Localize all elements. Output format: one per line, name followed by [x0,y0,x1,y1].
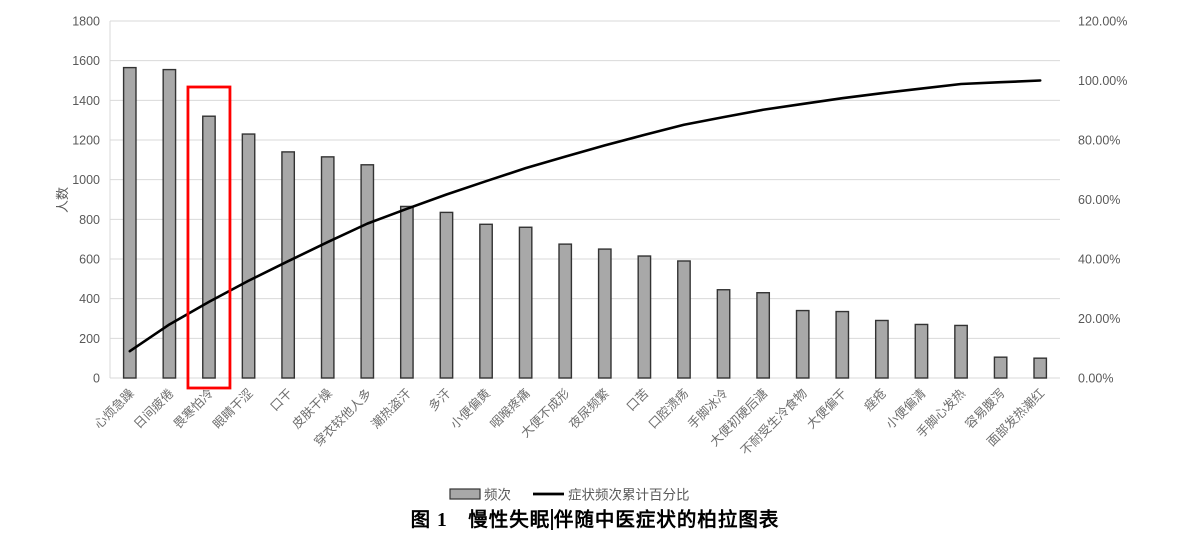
left-axis: 0 200 400 600 800 1000 1200 1400 1600 1800 人数 [55,15,100,386]
category-label: 口苦 [624,386,652,414]
legend-bar-label: 频次 [484,488,511,503]
right-axis-tick-label: 100.00% [1078,74,1127,88]
frequency-bar [241,133,256,379]
category-label: 口腔溃疡 [645,386,691,432]
frequency-bar [281,151,296,379]
right-axis-tick-label: 0.00% [1078,372,1113,386]
frequency-bar [320,156,335,379]
left-axis-tick-label: 200 [79,332,100,346]
left-axis-tick-label: 1800 [72,15,100,29]
category-label: 潮热盗汗 [368,386,414,432]
frequency-bar [558,243,573,379]
right-axis: 0.00% 20.00% 40.00% 60.00% 80.00% 100.00% 120.… [1078,15,1127,386]
left-axis-title: 人数 [55,187,70,213]
frequency-bar [162,68,177,379]
right-axis-tick-label: 40.00% [1078,253,1120,267]
frequency-bar [1033,357,1048,379]
right-axis-tick-label: 20.00% [1078,312,1120,326]
frequency-bar [716,289,731,379]
gridlines [109,20,1060,379]
pareto-chart: 0 200 400 600 800 1000 1200 1400 1600 1800 人数 0.00%… [55,15,1127,503]
frequency-bar [914,323,929,379]
frequency-bar [597,248,612,379]
cumulative-line [128,79,1042,353]
highlight-box [186,85,232,390]
category-label: 心烦急躁 [91,385,137,431]
frequency-bar [439,211,454,379]
category-label: 痤疮 [861,386,889,414]
frequency-bar [202,115,216,379]
frequency-bars [122,66,1048,379]
frequency-bar [518,226,533,379]
category-label: 大便偏干 [803,386,849,432]
legend-line-label: 症状频次累计百分比 [568,488,690,503]
left-axis-tick-label: 1200 [72,134,100,148]
frequency-bar [835,310,850,379]
category-label: 口干 [268,386,296,414]
frequency-bar [479,223,493,379]
right-axis-tick-label: 60.00% [1078,193,1120,207]
left-axis-tick-label: 600 [79,253,100,267]
frequency-bar [993,356,1008,379]
left-axis-tick-label: 1000 [72,173,100,187]
category-label: 畏寒怕冷 [170,386,216,432]
chart-legend: 频次 症状频次累计百分比 [449,488,690,503]
frequency-bar [874,319,889,379]
left-axis-tick-label: 1600 [72,54,100,68]
frequency-bar [360,164,375,379]
category-label: 多汗 [426,386,454,414]
category-label: 眼睛干涩 [210,386,256,432]
category-label: 夜尿频繁 [566,385,612,431]
frequency-bar [795,309,810,379]
figure-caption: 图 1 慢性失眠 伴随中医症状的柏拉图表 [0,503,1190,532]
left-axis-tick-label: 1400 [72,94,100,108]
left-axis-tick-label: 400 [79,292,100,306]
frequency-bar [677,260,691,379]
text-cursor [551,509,553,530]
right-axis-tick-label: 80.00% [1078,134,1120,148]
frequency-bar [399,205,414,379]
legend-bar-swatch [449,488,481,500]
right-axis-tick-label: 120.00% [1078,15,1127,29]
frequency-bar [122,66,137,379]
caption-text-before-cursor: 图 1 慢性失眠 [410,510,551,531]
left-axis-tick-label: 0 [93,372,100,386]
frequency-bar [954,324,968,379]
category-label: 小便偏黄 [447,386,493,432]
caption-text-after-cursor: 伴随中医症状的柏拉图表 [553,510,780,531]
category-label: 不耐受生冷食物 [737,386,809,458]
category-label: 日间疲倦 [131,386,177,432]
frequency-bar [756,292,771,379]
left-axis-tick-label: 800 [79,213,100,227]
frequency-bar [637,255,652,379]
